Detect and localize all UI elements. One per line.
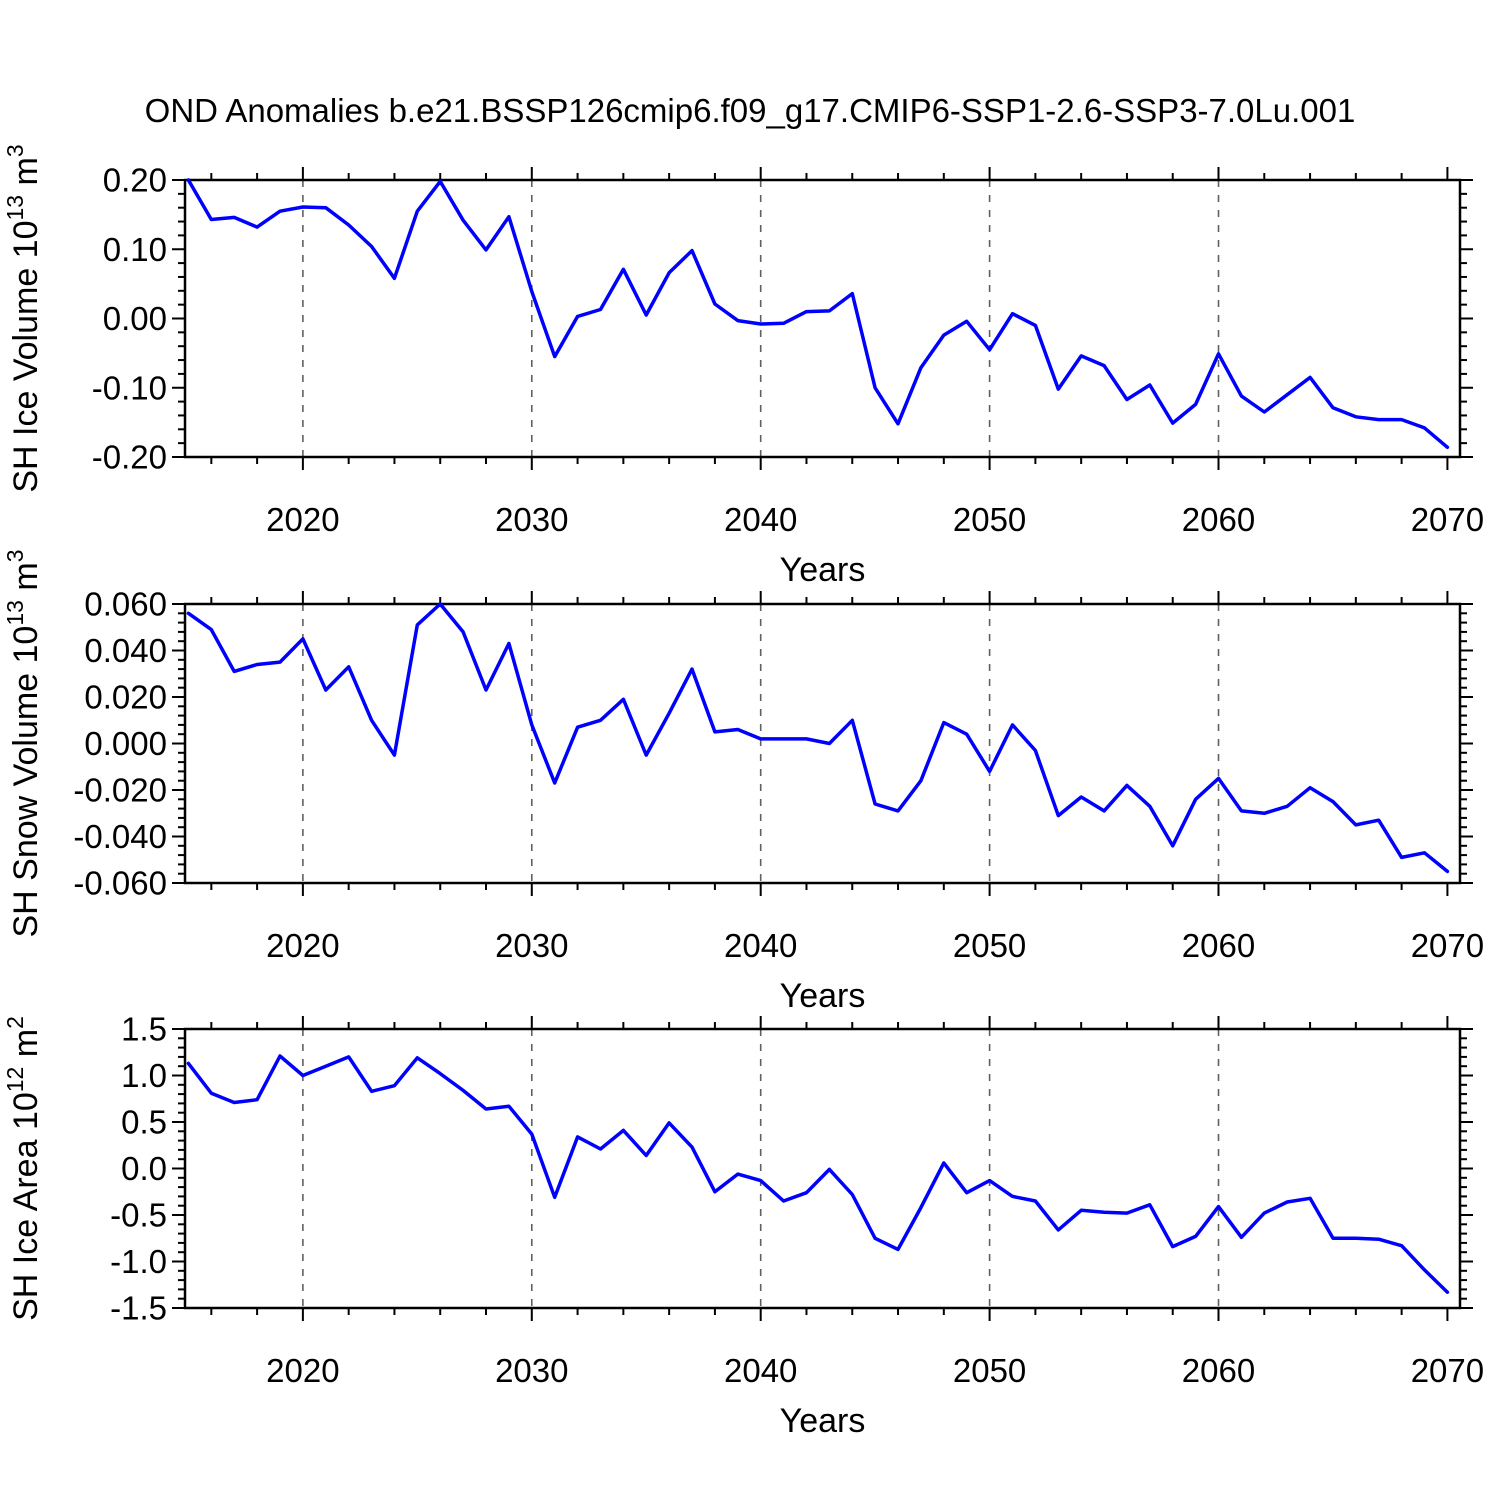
x-tick-label: 2030	[495, 501, 568, 538]
series-line-sh-ice-area	[186, 1054, 1450, 1294]
series-line-sh-snow-volume	[186, 602, 1450, 874]
panel-sh-ice-area: 2020 2030 2040 2050 2060 2070 1.5 1.0 0.5 0.0 -0.5…	[2, 1011, 1484, 1441]
x-tick-label: 2020	[266, 927, 339, 964]
x-tick-label: 2060	[1182, 927, 1255, 964]
y-tick-label: -0.040	[73, 818, 167, 855]
y-axis-title: SH Ice Area 1012 m2	[2, 1016, 45, 1321]
y-tick-label: 0.040	[84, 632, 167, 669]
figure-title: OND Anomalies b.e21.BSSP126cmip6.f09_g17…	[145, 92, 1356, 129]
y-tick-label: 1.5	[121, 1011, 167, 1048]
y-tick-label: 0.10	[103, 231, 167, 268]
y-axis-title-text: m	[7, 157, 45, 195]
y-axis-title-sup: 3	[2, 549, 28, 562]
x-axis-title: Years	[780, 551, 866, 589]
y-tick-label: -0.020	[73, 772, 167, 809]
x-tick-label: 2060	[1182, 1352, 1255, 1389]
y-tick-label: 0.00	[103, 300, 167, 337]
y-axis-title: SH Ice Volume 1013 m3	[2, 144, 45, 492]
y-axis-title-text: SH Ice Area 10	[7, 1092, 45, 1321]
x-axis-title: Years	[780, 977, 866, 1015]
x-tick-label: 2050	[953, 501, 1026, 538]
y-axis-title-sup: 13	[2, 600, 28, 626]
x-tick-label: 2040	[724, 501, 797, 538]
y-tick-label: 0.20	[103, 162, 167, 199]
panels-group: 2020 2030 2040 2050 2060 2070 0.20 0.10 0.00 -0.1…	[2, 144, 1484, 1440]
x-axis-title: Years	[780, 1402, 866, 1440]
x-tick-label: 2070	[1411, 1352, 1484, 1389]
y-tick-label: 0.020	[84, 679, 167, 716]
y-tick-label: -1.5	[110, 1290, 167, 1327]
y-axis-title-text: m	[7, 562, 45, 600]
y-axis-title-sup: 12	[2, 1067, 28, 1093]
y-tick-label: 0.5	[121, 1104, 167, 1141]
y-tick-label: 0.060	[84, 586, 167, 623]
y-tick-label: -0.060	[73, 865, 167, 902]
y-tick-label: -1.0	[110, 1243, 167, 1280]
y-tick-label: -0.20	[92, 439, 167, 476]
y-axis-title-text: m	[7, 1029, 45, 1067]
x-tick-label: 2070	[1411, 927, 1484, 964]
x-tick-label: 2050	[953, 1352, 1026, 1389]
plot-frame	[183, 178, 1462, 459]
y-axis-title-sup: 3	[2, 144, 28, 157]
panel-sh-snow-volume: 2020 2030 2040 2050 2060 2070 0.060 0.040 0.020 0…	[2, 549, 1484, 1015]
x-tick-label: 2050	[953, 927, 1026, 964]
y-axis-title-sup: 13	[2, 195, 28, 221]
x-tick-label: 2030	[495, 927, 568, 964]
y-tick-label: -0.5	[110, 1197, 167, 1234]
x-tick-label: 2020	[266, 1352, 339, 1389]
panel-sh-ice-volume: 2020 2030 2040 2050 2060 2070 0.20 0.10 0.00 -0.1…	[2, 144, 1484, 589]
y-tick-label: 0.000	[84, 725, 167, 762]
x-tick-label: 2030	[495, 1352, 568, 1389]
y-tick-label: 0.0	[121, 1150, 167, 1187]
x-tick-label: 2020	[266, 501, 339, 538]
y-tick-label: 1.0	[121, 1057, 167, 1094]
x-tick-label: 2060	[1182, 501, 1255, 538]
y-axis-title-text: SH Snow Volume 10	[7, 626, 45, 938]
x-tick-label: 2040	[724, 1352, 797, 1389]
y-axis-title-text: SH Ice Volume 10	[7, 221, 45, 493]
y-tick-label: -0.10	[92, 369, 167, 406]
series-line-sh-ice-volume	[186, 178, 1450, 450]
plot-frame	[183, 1027, 1462, 1310]
y-axis-title-sup: 2	[2, 1016, 28, 1029]
x-tick-label: 2070	[1411, 501, 1484, 538]
x-tick-label: 2040	[724, 927, 797, 964]
y-axis-title: SH Snow Volume 1013 m3	[2, 549, 45, 937]
